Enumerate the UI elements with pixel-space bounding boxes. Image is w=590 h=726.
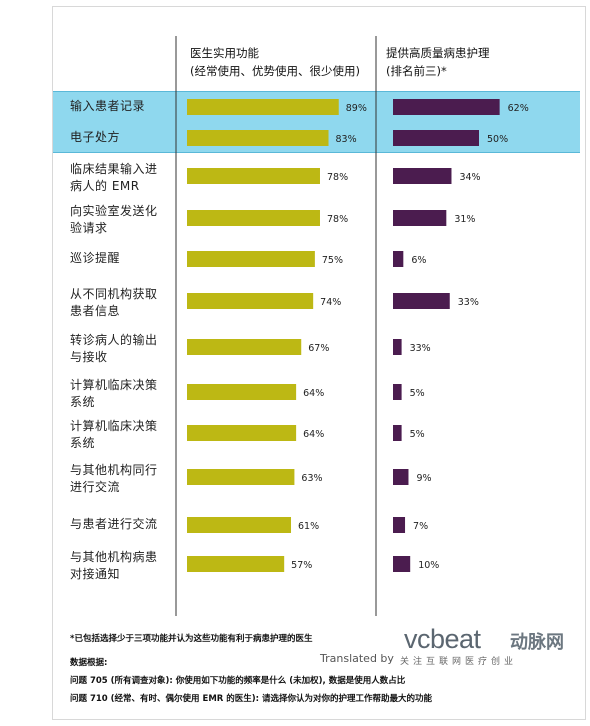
row-label-8-line-0: 计算机临床决策 [70,419,158,433]
bar-usage-6 [187,339,302,355]
row-label-5: 从不同机构获取 患者信息 [70,286,180,320]
value-label-usage-9: 63% [301,473,322,484]
row-label-11: 与其他机构病患 对接通知 [70,549,180,583]
value-label-usage-3: 78% [327,214,348,225]
bar-quality-4 [393,251,404,267]
value-label-quality-2: 34% [459,172,480,183]
bar-quality-5 [393,293,450,309]
row-label-7: 计算机临床决策 系统 [70,377,180,411]
value-label-usage-8: 64% [303,429,324,440]
left-column-header: 医生实用功能 (经常使用、优势使用、很少使用) [190,44,360,80]
row-label-3: 向实验室发送化 验请求 [70,203,180,237]
row-label-0-line-0: 输入患者记录 [70,99,146,113]
bar-quality-11 [393,556,411,572]
row-label-9: 与其他机构同行 进行交流 [70,462,180,496]
row-label-5-line-1: 患者信息 [70,304,121,318]
row-label-4-line-0: 巡诊提醒 [70,251,121,265]
left-header-line1: 医生实用功能 [190,46,259,60]
watermark-translated-by: Translated by [320,652,394,665]
value-label-quality-10: 7% [413,521,428,532]
footnote-asterisk: *已包括选择少于三项功能并认为这些功能有利于病患护理的医生 [70,634,313,644]
row-label-6: 转诊病人的输出 与接收 [70,332,180,366]
row-label-11-line-0: 与其他机构病患 [70,550,158,564]
row-label-3-line-0: 向实验室发送化 [70,204,158,218]
row-label-6-line-0: 转诊病人的输出 [70,333,158,347]
bar-usage-11 [187,556,285,572]
right-column-header: 提供高质量病患护理 (排名前三)* [386,44,490,80]
right-header-line1: 提供高质量病患护理 [386,46,490,60]
value-label-usage-0: 89% [346,103,367,114]
bar-quality-3 [393,210,447,226]
value-label-usage-7: 64% [303,388,324,399]
value-label-quality-5: 33% [458,297,479,308]
row-label-1-line-0: 电子处方 [70,130,121,144]
watermark-brand-cn: 动脉网 [510,632,564,653]
row-label-4: 巡诊提醒 [70,250,180,267]
row-label-0: 输入患者记录 [70,98,180,115]
bar-quality-9 [393,469,409,485]
row-label-7-line-0: 计算机临床决策 [70,378,158,392]
row-label-8: 计算机临床决策 系统 [70,418,180,452]
value-label-quality-9: 9% [416,473,431,484]
bar-usage-10 [187,517,292,533]
right-header-line2: (排名前三)* [386,64,447,78]
value-label-usage-6: 67% [308,343,329,354]
bar-usage-7 [187,384,297,400]
bar-usage-4 [187,251,315,267]
row-label-2-line-0: 临床结果输入进 [70,162,158,176]
highlight-top-border [53,91,580,92]
value-label-usage-10: 61% [298,521,319,532]
watermark: Translated by vcbeat 动脉网 关注互联网医疗创业 [320,624,582,676]
row-label-9-line-0: 与其他机构同行 [70,463,158,477]
bar-usage-3 [187,210,320,226]
bar-usage-0 [187,99,339,115]
row-label-5-line-0: 从不同机构获取 [70,287,158,301]
bar-usage-8 [187,425,297,441]
bar-quality-2 [393,168,452,184]
watermark-slogan: 关注互联网医疗创业 [400,657,518,667]
row-label-1: 电子处方 [70,129,180,146]
bar-usage-5 [187,293,314,309]
value-label-quality-6: 33% [410,343,431,354]
bar-usage-1 [187,130,329,146]
value-label-usage-5: 74% [320,297,341,308]
row-label-10-line-0: 与患者进行交流 [70,517,158,531]
bar-quality-6 [393,339,402,355]
row-label-11-line-1: 对接通知 [70,567,121,581]
bar-quality-1 [393,130,479,146]
value-label-usage-2: 78% [327,172,348,183]
value-label-usage-4: 75% [322,255,343,266]
value-label-quality-3: 31% [454,214,475,225]
footnote-question-705: 问题 705 (所有调查对象): 你使用如下功能的频率是什么 (未加权), 数据… [70,676,406,686]
row-label-2-line-1: 病人的 EMR [70,179,140,193]
value-label-quality-7: 5% [410,388,425,399]
left-header-line2: (经常使用、优势使用、很少使用) [190,64,360,78]
row-label-9-line-1: 进行交流 [70,480,121,494]
bar-quality-10 [393,517,406,533]
value-label-quality-4: 6% [411,255,426,266]
chart-frame [52,6,586,720]
bar-quality-0 [393,99,500,115]
footnote-data-source: 数据根据: [70,658,108,668]
bar-usage-2 [187,168,320,184]
row-label-6-line-1: 与接收 [70,350,108,364]
highlight-bottom-border [53,152,580,153]
value-label-quality-8: 5% [410,429,425,440]
bar-usage-9 [187,469,295,485]
bar-quality-7 [393,384,402,400]
watermark-brand: vcbeat [404,624,481,654]
row-label-3-line-1: 验请求 [70,221,108,235]
row-label-8-line-1: 系统 [70,436,96,450]
footnote-question-710: 问题 710 (经常、有时、偶尔使用 EMR 的医生): 请选择你认为对你的护理… [70,694,433,704]
row-label-2: 临床结果输入进 病人的 EMR [70,161,180,195]
value-label-usage-11: 57% [291,560,312,571]
value-label-quality-1: 50% [487,134,508,145]
value-label-quality-11: 10% [418,560,439,571]
row-label-7-line-1: 系统 [70,395,96,409]
value-label-quality-0: 62% [508,103,529,114]
bar-quality-8 [393,425,402,441]
row-label-10: 与患者进行交流 [70,516,180,533]
value-label-usage-1: 83% [336,134,357,145]
